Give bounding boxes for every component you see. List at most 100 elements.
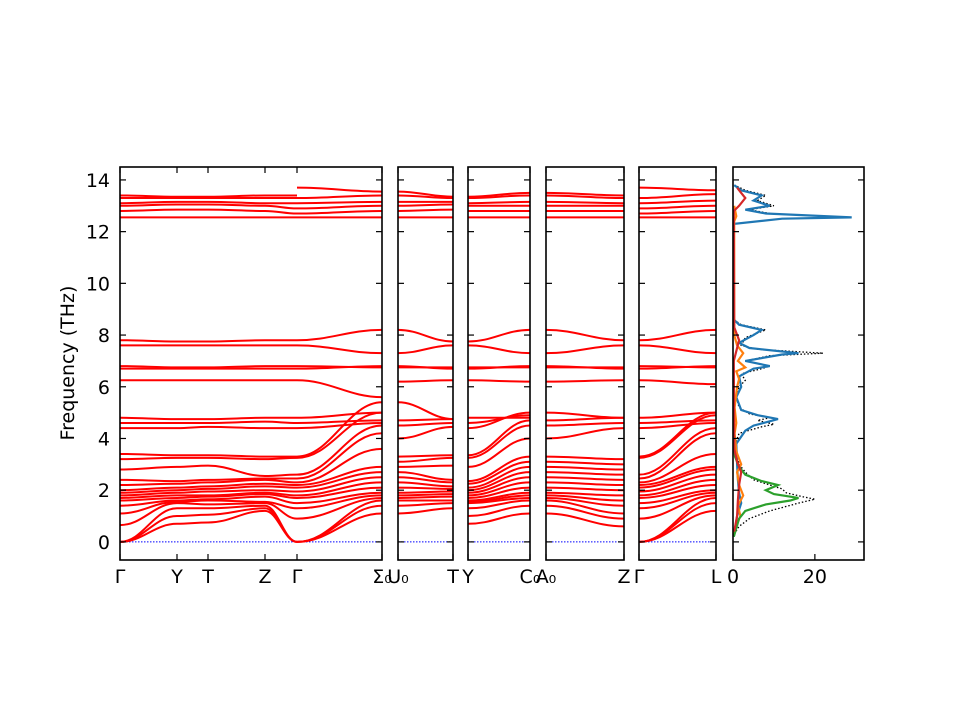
band-line [296,379,382,399]
y-tick-label: 4 [98,428,110,450]
band-line [639,491,716,510]
band-line [468,200,530,205]
band-line [398,490,453,494]
band-line [296,499,382,543]
x-tick-label: Σ₀ [372,566,392,588]
x-tick-label: T [201,566,214,588]
band-line [207,365,266,369]
band-line [207,495,266,501]
band-line [546,504,624,520]
band-line [398,194,453,200]
x-tick-label: Γ [115,566,126,588]
band-line [468,491,530,502]
band-line [468,414,530,424]
band-line [264,493,298,499]
band-line [468,411,530,430]
band-line [468,437,530,468]
band-line [296,486,382,499]
band-line [120,507,178,543]
band-line [207,499,266,503]
band-line [398,379,453,383]
band-line [398,456,453,463]
band-line [207,425,266,430]
panel-frame [467,166,531,561]
band-line [546,427,624,440]
band-line [398,190,453,198]
band-line [468,499,530,510]
band-line [639,496,716,543]
band-line [207,504,266,510]
band-line [264,478,298,484]
y-tick-label: 14 [86,170,110,192]
band-line [468,328,530,343]
band-line [120,491,178,497]
band-line [398,208,453,212]
x-tick-label: Γ [292,566,303,588]
band-line [639,419,716,424]
band-line [264,456,298,461]
band-line [639,204,716,210]
band-line [398,502,453,507]
band-line [398,425,453,440]
band-line [176,481,209,485]
band-line [468,494,530,503]
band-line [468,194,530,200]
band-line [120,208,178,212]
band-line [639,468,716,489]
band-line [639,473,716,493]
band-line [468,512,530,525]
band-line [207,416,266,421]
band-line [398,464,453,468]
band-line [546,421,624,427]
band-line [207,507,266,516]
band-line [296,194,382,200]
band-line [639,209,716,215]
band-line [120,494,178,499]
band-line [639,365,716,369]
band-line [546,460,624,466]
band-line [207,477,266,481]
y-tick-label: 8 [98,325,110,347]
band-line [264,489,298,493]
band-line [120,339,178,343]
band-line [546,491,624,497]
x-tick-label: Y [170,566,183,588]
band-line [264,495,298,505]
band-line [120,500,178,515]
band-line [207,489,266,493]
band-panel-2 [398,190,453,543]
band-panel-3 [468,191,530,543]
band-line [207,454,266,458]
panel-frame [638,166,717,561]
band-line [207,200,266,205]
x-tick-label: Γ [634,566,645,588]
band-line [264,473,298,477]
band-line [639,199,716,205]
band-line [207,203,266,207]
panel-frame [119,166,383,561]
x-tick-label: Z [258,566,271,588]
band-line [546,471,624,476]
band-line [176,487,209,492]
band-line [120,365,178,369]
band-line [296,328,382,342]
band-line [120,496,178,502]
band-line [398,401,453,421]
x-tick-label: L [711,566,722,588]
y-tick-label: 6 [98,377,110,399]
band-line [120,452,178,457]
band-line [546,200,624,205]
band-line [398,476,453,484]
band-line [639,465,716,487]
band-line [120,416,178,421]
band-line [639,478,716,497]
band-line [296,344,382,355]
band-line [296,411,382,419]
band-line [639,421,716,430]
dos-x-tick-label: 0 [727,566,739,588]
band-line [207,339,266,343]
band-line [398,203,453,207]
band-line [207,509,266,524]
band-line [296,365,382,369]
dos-layer [733,184,852,538]
